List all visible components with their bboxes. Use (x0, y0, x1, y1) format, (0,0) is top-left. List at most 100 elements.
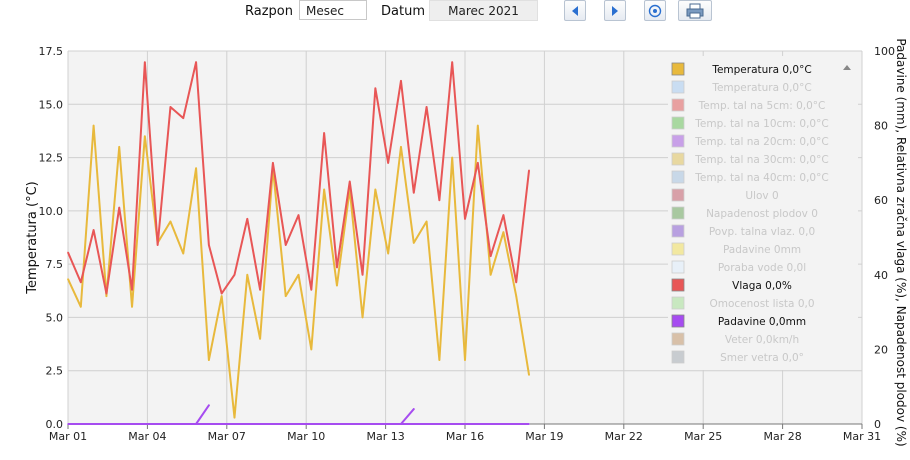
series-1 (67, 61, 531, 295)
range-select[interactable]: Mesec (299, 0, 367, 20)
range-label: Razpon (245, 4, 293, 19)
y-right-tick-label: 40 (874, 269, 888, 282)
data-point (502, 231, 505, 233)
y-right-tick-label: 0 (874, 418, 881, 431)
legend-label: Temp. tal na 20cm: 0,0°C (694, 136, 828, 148)
data-point (195, 61, 197, 63)
data-point (92, 229, 95, 231)
y-axis-left-ticks: 0.0 2.5 5.0 7.5 10.0 12.5 15.0 17.5 (39, 45, 64, 431)
legend-label: Temp. tal na 5cm: 0,0°C (698, 100, 826, 112)
data-point (425, 220, 428, 223)
y-left-tick-label: 15.0 (39, 98, 64, 111)
legend-label: Smer vetra 0,0° (720, 352, 804, 364)
data-point (464, 359, 466, 361)
legend-label: Temperatura 0,0°C (711, 64, 811, 76)
data-point (246, 274, 249, 276)
y-axis-right-ticks: 0 20 40 60 80 100 (874, 45, 895, 431)
data-point (182, 252, 185, 255)
data-point (220, 295, 223, 297)
data-point (297, 274, 300, 276)
data-point (169, 220, 172, 223)
y-left-tick-label: 7.5 (46, 258, 64, 271)
data-point (92, 124, 95, 127)
x-tick-label: Mar 07 (208, 430, 246, 443)
x-tick-label: Mar 10 (287, 430, 325, 443)
data-point (323, 132, 325, 134)
data-point (131, 305, 133, 308)
data-point (400, 146, 402, 148)
data-point (528, 423, 530, 425)
data-point (195, 423, 197, 425)
legend-collapse-icon (843, 65, 851, 70)
x-tick-label: Mar 31 (843, 430, 881, 443)
legend-label: Padavine 0,0mm (718, 316, 806, 328)
data-point (246, 218, 249, 220)
legend-swatch (671, 152, 685, 166)
data-point (515, 281, 518, 284)
legend-swatch (671, 350, 685, 364)
legend-swatch (671, 296, 685, 310)
y-left-tick-label: 5.0 (46, 311, 64, 324)
data-point (438, 199, 441, 201)
series-layer (67, 61, 531, 425)
data-point (438, 359, 441, 361)
data-point (412, 191, 415, 194)
print-button[interactable] (678, 0, 712, 21)
y-left-tick-label: 12.5 (39, 152, 64, 165)
legend-item: Temp. tal na 40cm: 0,0°C (671, 170, 829, 184)
legend-swatch (671, 332, 685, 346)
legend-item: Temperatura 0,0°C (671, 62, 812, 76)
data-point (208, 404, 210, 407)
data-point (528, 374, 530, 376)
date-picker[interactable]: Marec 2021 (429, 0, 538, 21)
legend-swatch (671, 188, 685, 202)
toolbar: Razpon Mesec Datum Marec 2021 (0, 0, 910, 24)
legend-swatch (671, 170, 685, 184)
legend-item: Temperatura 0,0°C (671, 80, 812, 94)
data-point (464, 218, 466, 220)
legend-label: Veter 0,0km/h (725, 334, 799, 346)
data-point (67, 423, 69, 425)
data-point (412, 242, 415, 244)
y-right-tick-label: 20 (874, 343, 888, 356)
legend-label: Temp. tal na 40cm: 0,0°C (694, 172, 828, 184)
data-point (284, 295, 287, 297)
data-point (310, 288, 313, 291)
data-point (451, 61, 453, 63)
data-point (489, 274, 492, 276)
data-point (259, 423, 261, 425)
legend-label: Napadenost plodov 0 (706, 208, 818, 220)
reset-button[interactable] (644, 0, 666, 21)
data-point (361, 274, 364, 276)
data-point (374, 188, 377, 191)
legend-swatch (671, 260, 685, 274)
legend-swatch (671, 80, 685, 94)
data-point (131, 288, 133, 291)
data-point (67, 251, 69, 254)
legend-item: Temp. tal na 20cm: 0,0°C (671, 134, 829, 148)
data-point (412, 408, 415, 410)
data-point (259, 337, 261, 340)
legend-item: Ulov 0 (671, 188, 779, 202)
y-right-tick-label: 100 (874, 45, 895, 58)
x-tick-label: Mar 28 (763, 430, 801, 443)
legend-swatch (671, 206, 685, 220)
series-2 (67, 404, 530, 425)
data-point (348, 180, 351, 183)
data-point (144, 135, 146, 138)
prev-period-button[interactable] (564, 0, 586, 21)
legend-label: Povp. talna vlaz. 0,0 (709, 226, 815, 238)
legend-item: Napadenost plodov 0 (671, 206, 818, 220)
legend-swatch (671, 278, 685, 292)
data-point (208, 359, 210, 361)
y-right-tick-label: 60 (874, 194, 888, 207)
next-period-button[interactable] (604, 0, 626, 21)
data-point (80, 281, 82, 284)
legend-swatch (671, 62, 685, 76)
y-right-tick-label: 80 (874, 120, 888, 133)
legend-label: Padavine 0mm (723, 244, 801, 256)
data-point (336, 266, 338, 269)
data-point (156, 423, 159, 425)
data-point (336, 284, 338, 287)
